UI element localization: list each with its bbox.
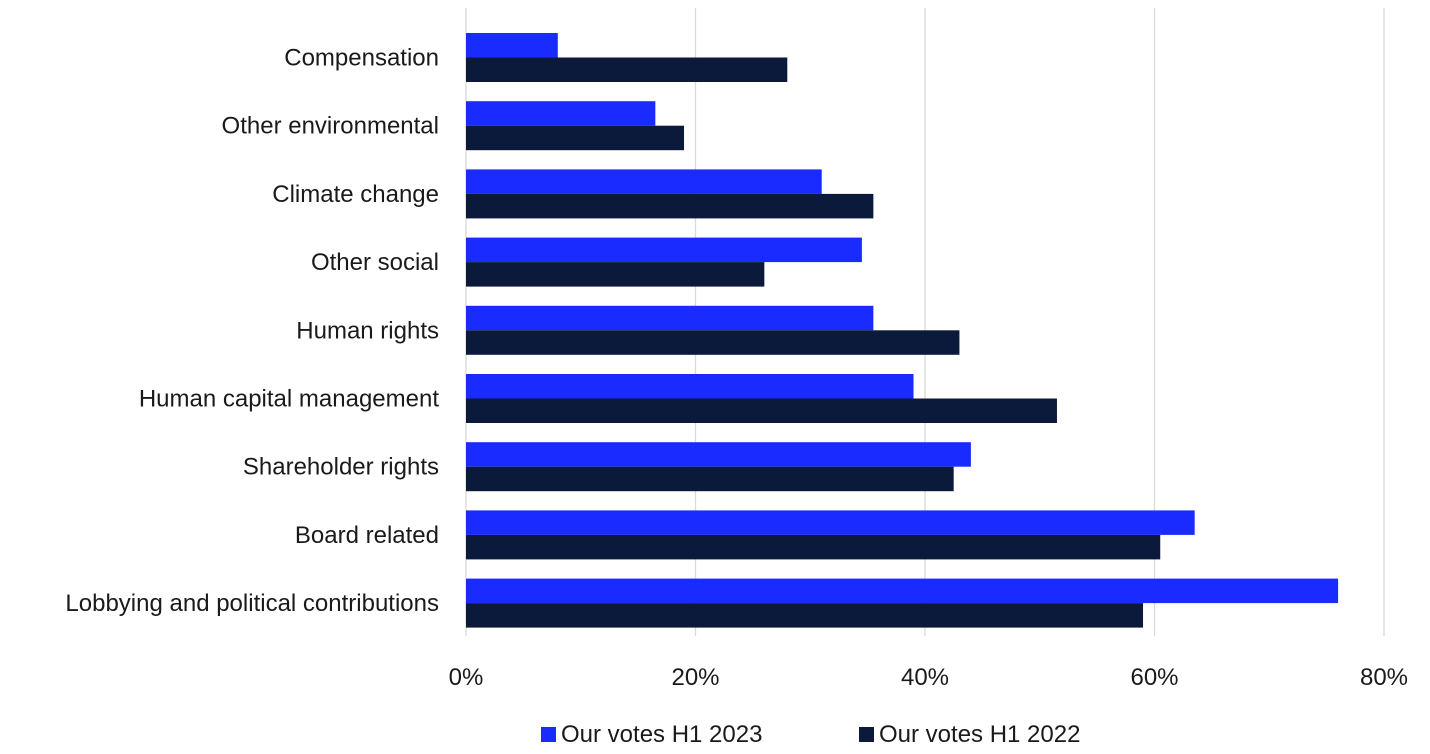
x-axis-tick-labels: 0% 20% 40% 60% 80% xyxy=(449,664,1408,691)
category-label: Lobbying and political contributions xyxy=(65,590,439,617)
category-label: Compensation xyxy=(284,45,439,72)
bar-h1-2022 xyxy=(466,262,765,287)
legend-label: Our votes H1 2023 xyxy=(561,721,762,748)
category-label: Human rights xyxy=(296,317,439,344)
legend-swatch xyxy=(859,727,874,742)
x-tick-label: 40% xyxy=(901,664,949,691)
bar-h1-2022 xyxy=(466,398,1057,423)
bar-h1-2023 xyxy=(466,578,1339,604)
legend: Our votes H1 2023 Our votes H1 2022 xyxy=(541,721,1080,748)
category-label: Climate change xyxy=(272,181,439,208)
legend-label: Our votes H1 2022 xyxy=(879,721,1080,748)
bar-h1-2023 xyxy=(466,101,656,126)
category-labels: Compensation Other environmental Climate c… xyxy=(65,45,439,618)
bar-h1-2023 xyxy=(466,442,971,467)
bar-h1-2023 xyxy=(466,169,822,194)
bar-h1-2023 xyxy=(466,33,558,58)
x-tick-label: 20% xyxy=(671,664,719,691)
bar-h1-2022 xyxy=(466,466,954,492)
legend-item-h1-2022: Our votes H1 2022 xyxy=(859,721,1080,748)
bar-h1-2022 xyxy=(466,534,1161,560)
bar-h1-2022 xyxy=(466,125,685,151)
legend-swatch xyxy=(541,727,556,742)
category-label: Shareholder rights xyxy=(243,454,439,481)
bar-h1-2022 xyxy=(466,330,960,355)
bar-h1-2022 xyxy=(466,603,1144,628)
bar-h1-2022 xyxy=(466,57,788,82)
bar-h1-2023 xyxy=(466,510,1195,535)
category-label: Human capital management xyxy=(139,386,439,413)
category-label: Other social xyxy=(311,249,439,276)
x-tick-label: 60% xyxy=(1130,664,1178,691)
bar-h1-2023 xyxy=(466,305,874,331)
bars xyxy=(466,33,1339,628)
bar-h1-2022 xyxy=(466,193,874,219)
category-label: Other environmental xyxy=(222,113,439,140)
bar-h1-2023 xyxy=(466,237,862,263)
category-label: Board related xyxy=(295,522,439,549)
bar-h1-2023 xyxy=(466,374,914,399)
legend-item-h1-2023: Our votes H1 2023 xyxy=(541,721,762,748)
x-tick-label: 0% xyxy=(449,664,484,691)
x-tick-label: 80% xyxy=(1360,664,1408,691)
